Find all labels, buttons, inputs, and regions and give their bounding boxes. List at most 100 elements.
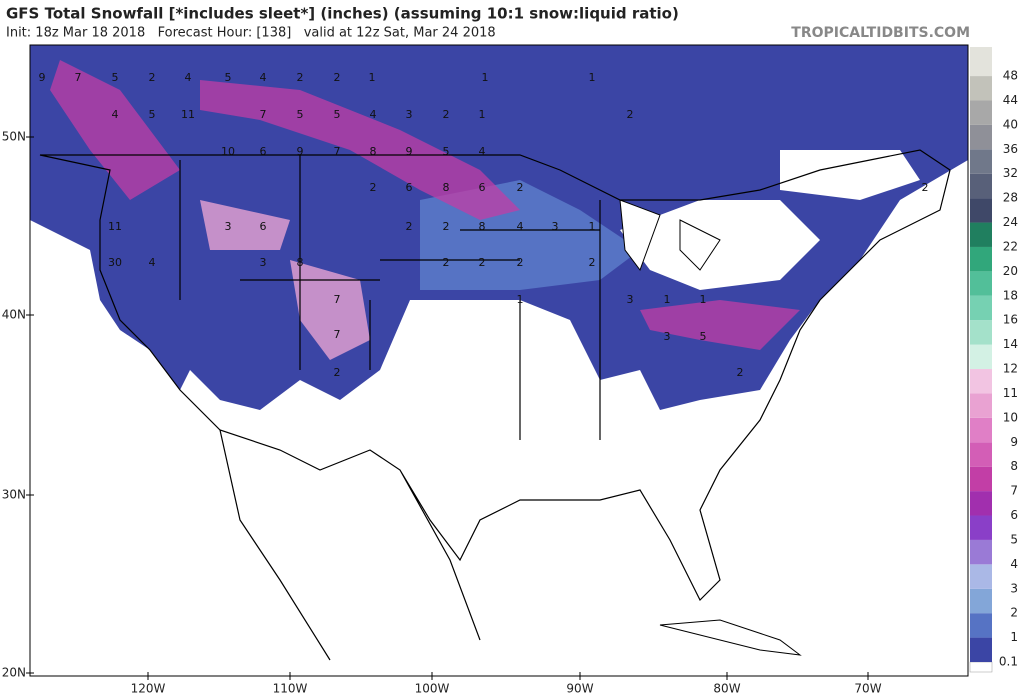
snow-amount: 1	[482, 71, 489, 84]
colorbar-bin	[970, 320, 992, 345]
snow-amount: 1	[517, 293, 524, 306]
lon-label: 110W	[273, 682, 308, 696]
snow-amount: 7	[334, 293, 341, 306]
lon-label: 90W	[566, 682, 593, 696]
snow-amount: 8	[479, 220, 486, 233]
snow-amount: 9	[406, 145, 413, 158]
colorbar-label: 44	[1003, 93, 1018, 107]
map: 9 7 5 2 4 5 4 2 2 1 1 14 5 11 7 5 5 4 3 2 1 210 6 9 7 8 9 5 42 6 8 6 2 21…	[30, 45, 968, 676]
lat-label: 20N	[2, 666, 26, 680]
snow-amount: 2	[479, 256, 486, 269]
source: TROPICALTIDBITS.COM	[791, 25, 970, 41]
colorbar-label: 8	[1010, 459, 1018, 473]
title: GFS Total Snowfall [*includes sleet*] (i…	[6, 5, 679, 23]
colorbar-bin	[970, 491, 992, 516]
lon-label: 80W	[713, 682, 740, 696]
snow-amount: 2	[406, 220, 413, 233]
colorbar-label: 48	[1003, 69, 1018, 83]
colorbar-bin	[970, 222, 992, 247]
colorbar-label: 32	[1003, 166, 1018, 180]
subtitle: Init: 18z Mar 18 2018 Forecast Hour: [13…	[6, 26, 496, 41]
snow-amount: 7	[334, 145, 341, 158]
lakes	[619, 199, 721, 272]
colorbar-label: 24	[1003, 215, 1018, 229]
lon-label: 70W	[854, 682, 881, 696]
snow-amount: 2	[370, 181, 377, 194]
snow-amount: 3	[406, 108, 413, 121]
map-frame	[29, 44, 969, 677]
snow-amount: 6	[406, 181, 413, 194]
snow-amount: 5	[297, 108, 304, 121]
snow-amount: 1	[369, 71, 376, 84]
colorbar-bin	[970, 539, 992, 565]
snow-amount: 7	[75, 71, 82, 84]
colorbar-bin	[970, 588, 992, 614]
colorbar-bin	[970, 271, 992, 296]
colorbar-label: 14	[1003, 337, 1018, 351]
snow-amount: 4	[149, 256, 156, 269]
snow-amount: 5	[225, 71, 232, 84]
colorbar-bin	[970, 344, 992, 370]
colorbar-under	[969, 661, 993, 673]
snow-amount: 5	[149, 108, 156, 121]
colorbar-bin	[970, 173, 992, 199]
snow-amount: 4	[185, 71, 192, 84]
colorbar-bin	[970, 369, 992, 394]
snow-amount: 4	[260, 71, 267, 84]
snow-amount: 2	[443, 256, 450, 269]
colorbar-label: 12	[1003, 362, 1018, 376]
snow-amount: 4	[479, 145, 486, 158]
snow-amount: 2	[334, 366, 341, 379]
colorbar-bin	[970, 100, 992, 125]
snow-amount: 3	[664, 330, 671, 343]
colorbar-bin	[970, 442, 992, 467]
colorbar-bin	[970, 564, 992, 589]
snow-amount: 2	[443, 108, 450, 121]
borders	[39, 149, 951, 661]
snow-amount: 4	[370, 108, 377, 121]
snow-amount: 1	[589, 71, 596, 84]
colorbar-label: 2	[1010, 606, 1018, 620]
colorbar-label: 0.1	[999, 655, 1018, 669]
lon-label: 120W	[131, 682, 166, 696]
colorbar-bin	[970, 124, 992, 150]
heavy-snow	[50, 60, 800, 350]
colorbar-label: 1	[1010, 630, 1018, 644]
colorbar-label: 16	[1003, 313, 1018, 327]
snow-amount: 3	[260, 256, 267, 269]
colorbar-bin	[970, 417, 992, 443]
colorbar-bin	[970, 47, 992, 77]
snow-amount: 2	[737, 366, 744, 379]
snow-amount: 9	[39, 71, 46, 84]
colorbar-bin	[970, 613, 992, 638]
colorbar-bin	[970, 295, 992, 321]
snow-amount: 3	[552, 220, 559, 233]
snow-amount: 3	[627, 293, 634, 306]
snow-amount: 8	[443, 181, 450, 194]
snow-amount: 8	[370, 145, 377, 158]
colorbar-bin	[970, 393, 992, 418]
snow-amount: 1	[479, 108, 486, 121]
snow-amount: 11	[181, 108, 195, 121]
snow-amount: 2	[334, 71, 341, 84]
colorbar-label: 7	[1010, 484, 1018, 498]
colorbar-label: 10	[1003, 410, 1018, 424]
snow-amount: 11	[108, 220, 122, 233]
colorbar-label: 22	[1003, 239, 1018, 253]
colorbar-bin	[970, 76, 992, 101]
colorbar-label: 18	[1003, 288, 1018, 302]
snow-amount: 4	[112, 108, 119, 121]
snow-amount: 5	[334, 108, 341, 121]
colorbar-label: 6	[1010, 508, 1018, 522]
snow-amount: 5	[112, 71, 119, 84]
snow-amount: 10	[221, 145, 235, 158]
colorbar-bin	[970, 466, 992, 492]
colorbar-label: 40	[1003, 117, 1018, 131]
colorbar-label: 4	[1010, 557, 1018, 571]
moderate-snow	[200, 200, 370, 360]
colorbar-label: 36	[1003, 142, 1018, 156]
colorbar-bin	[970, 637, 992, 662]
snow-amount: 2	[297, 71, 304, 84]
colorbar-label: 20	[1003, 264, 1018, 278]
